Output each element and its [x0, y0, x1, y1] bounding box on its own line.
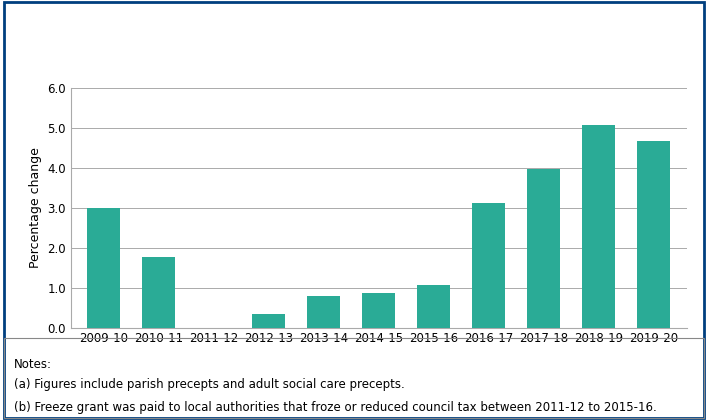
Bar: [362, 293, 395, 328]
Bar: [417, 284, 450, 328]
Text: (b) Freeze grant was paid to local authorities that froze or reduced council tax: (b) Freeze grant was paid to local autho…: [14, 401, 657, 414]
Text: Notes:: Notes:: [14, 358, 52, 371]
Bar: [472, 203, 506, 328]
Bar: [527, 169, 560, 328]
Bar: [637, 141, 670, 328]
Bar: [582, 124, 615, 328]
Text: Chart A: Average Band D council tax in England percentage change 2009-10 to 2019: Chart A: Average Band D council tax in E…: [16, 38, 670, 50]
Text: (a)(b): (a)(b): [682, 26, 708, 35]
Bar: [142, 257, 176, 328]
Bar: [87, 208, 120, 328]
Bar: [307, 297, 341, 328]
Text: (a) Figures include parish precepts and adult social care precepts.: (a) Figures include parish precepts and …: [14, 378, 405, 391]
Y-axis label: Percentage change: Percentage change: [29, 147, 42, 268]
Bar: [252, 314, 285, 328]
